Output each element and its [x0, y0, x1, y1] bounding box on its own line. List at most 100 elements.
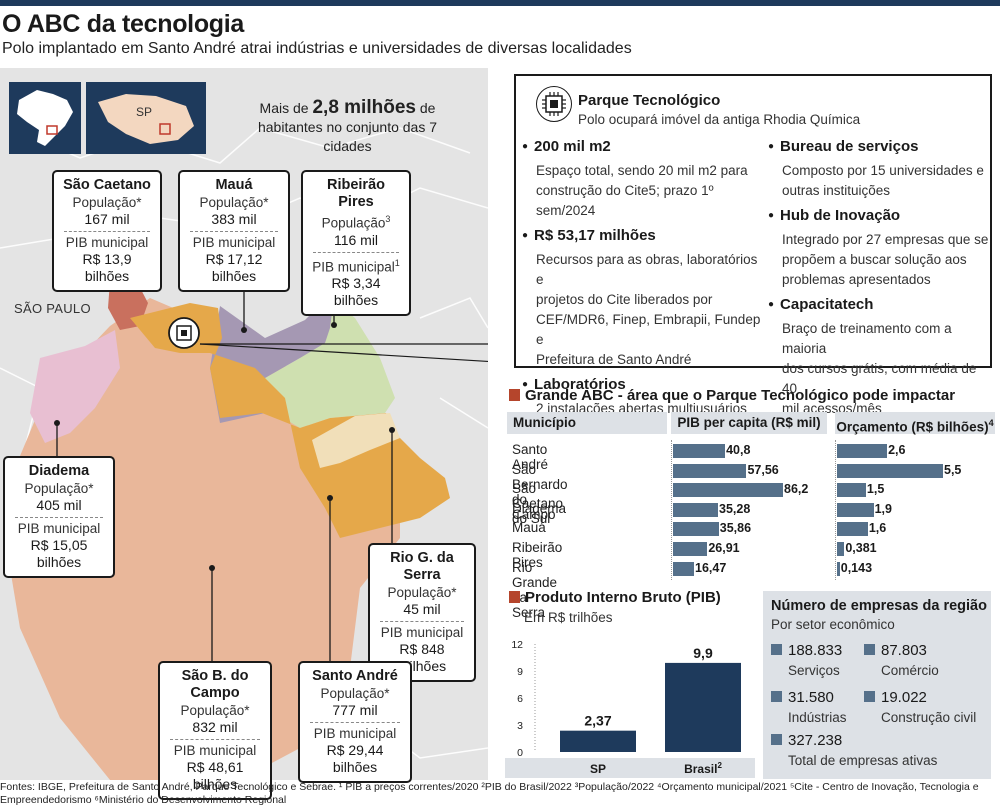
col-header-orcamento-footnote: 4	[988, 418, 994, 428]
pib-axis	[671, 440, 673, 580]
square-icon	[771, 691, 782, 702]
population-note-pre: Mais de	[259, 100, 309, 116]
sao-paulo-label: SÃO PAULO	[14, 301, 91, 316]
row-label: Ribeirão Pires	[512, 540, 563, 570]
orcamento-bar-label: 0,381	[845, 541, 877, 555]
empresas-num: 327.238	[788, 732, 843, 749]
city-box-santo-andre: Santo André População* 777 mil PIB munic…	[298, 661, 412, 783]
item-bureau-line: Composto por 15 universidades e	[782, 163, 984, 178]
orcamento-bar	[837, 502, 874, 517]
pib-bar-label: 9,9	[693, 645, 713, 661]
city-name: Ribeirão Pires	[326, 177, 385, 210]
diadema-region	[30, 330, 120, 443]
item-hub-line: propõem a buscar solução aos	[782, 252, 967, 267]
orcamento-bar	[837, 483, 866, 498]
orcamento-bar-label: 1,6	[868, 521, 887, 536]
pib-chart-title: Produto Interno Bruto (PIB)	[509, 589, 721, 606]
chip-map-icon	[168, 317, 200, 349]
city-box-sao-caetano: São Caetano População* 167 mil PIB munic…	[52, 170, 162, 292]
item-bureau-line: outras instituições	[782, 183, 891, 198]
pib-bar-label: 2,37	[584, 713, 611, 729]
brazil-inset	[9, 82, 81, 154]
pib-bar-label: 35,28	[719, 501, 751, 516]
pib-category-label: Brasil2	[684, 761, 722, 776]
city-box-maua: Mauá População* 383 mil PIB municipal R$…	[178, 170, 290, 292]
chip-icon	[536, 86, 572, 122]
page-title: O ABC da tecnologia	[2, 10, 245, 38]
sp-inset-label: SP	[136, 105, 153, 119]
pib-bar-label: 57,56	[747, 462, 779, 477]
page-subtitle: Polo implantado em Santo André atrai ind…	[2, 40, 632, 57]
pop-label: População*	[387, 585, 457, 600]
item-capacitatech-line: dos cursos grátis, com média de 40	[782, 361, 977, 396]
pib-chart-svg: 12 9 6 3 0 2,37 SP 9,9 Brasil2	[505, 639, 755, 778]
city-name: Santo André	[312, 668, 398, 684]
pib-bar	[673, 522, 719, 537]
empresas-item-comercio: 87.803 Comércio	[864, 642, 939, 678]
item-hub-head: Hub de Inovação	[768, 207, 990, 224]
orcamento-bar	[837, 542, 845, 556]
empresas-item-construcao: 19.022 Construção civil	[864, 689, 976, 725]
orcamento-bar-label: 5,5	[944, 462, 962, 477]
pib-bar	[673, 502, 719, 517]
santo-andre-region	[130, 303, 450, 538]
population-note: Mais de 2,8 milhões de habitantes no con…	[240, 98, 455, 156]
population-note-big: 2,8 milhões	[312, 97, 416, 118]
pib-bar-label: 35,86	[719, 521, 752, 536]
item-recursos-line: CEF/MDR6, Finep, Embrapii, Fundep e	[536, 312, 761, 347]
empresas-label: Comércio	[881, 663, 939, 678]
abc-chart-title-text: Grande ABC - área que o Parque Tecnológi…	[525, 387, 956, 404]
orcamento-bar	[837, 444, 888, 458]
pop-value: 383 mil	[211, 211, 257, 227]
pib-bar	[665, 662, 741, 752]
empresas-num: 87.803	[881, 642, 927, 659]
pib-bar-label: 26,91	[708, 541, 740, 555]
city-box-sao-bernardo: São B. do Campo População* 832 mil PIB m…	[158, 661, 272, 800]
empresas-item-total: 327.238 Total de empresas ativas	[771, 732, 937, 768]
item-recursos-line: projetos do Cite liberados por	[536, 292, 713, 307]
pib-label: PIB municipal	[17, 521, 101, 536]
pop-label: População*	[180, 703, 250, 718]
orcamento-bar-label: 1,5	[866, 482, 885, 497]
pop-footnote: 3	[385, 214, 391, 224]
section-marker	[509, 389, 520, 401]
empresas-label: Serviços	[788, 663, 840, 678]
pib-y-tick: 9	[517, 666, 523, 678]
item-capacitatech-line: Braço de treinamento com a maioria	[782, 321, 952, 356]
empresas-subtitle: Por setor econômico	[771, 617, 895, 632]
parque-title: Parque Tecnológico	[578, 92, 721, 109]
pib-bar	[673, 444, 726, 458]
pib-value: R$ 15,05 bilhões	[30, 537, 88, 570]
pib-footnote: 1	[394, 257, 400, 268]
pib-y-tick: 6	[517, 693, 523, 705]
pop-label: População*	[199, 195, 269, 210]
pib-category-label: SP	[590, 762, 606, 776]
abc-chart-title: Grande ABC - área que o Parque Tecnológi…	[509, 387, 955, 404]
orcamento-bar-label: 0,143	[840, 560, 873, 575]
pib-bar	[673, 483, 783, 498]
pib-y-tick: 0	[517, 747, 523, 759]
orcamento-bar-label: 1,9	[874, 501, 892, 516]
pib-chart-subtitle: Em R$ trilhões	[524, 610, 613, 625]
empresas-label: Total de empresas ativas	[788, 753, 938, 768]
parque-left-column: 200 mil m2 Espaço total, sendo 20 mil m2…	[522, 138, 762, 419]
item-bureau-head: Bureau de serviços	[768, 138, 990, 155]
item-hub-line: problemas apresentados	[782, 272, 931, 287]
pop-label: População*	[24, 481, 94, 496]
population-note-post: de	[419, 100, 436, 116]
empresas-label: Indústrias	[788, 710, 847, 725]
footer-sources: Fontes: IBGE, Prefeitura de Santo André,…	[0, 781, 979, 806]
city-box-diadema: Diadema População* 405 mil PIB municipal…	[3, 456, 115, 578]
orcamento-bar	[837, 561, 840, 576]
col-header-pib: PIB per capita (R$ mil)	[671, 412, 827, 434]
empresas-label: Construção civil	[881, 710, 977, 725]
pib-value: R$ 3,34 bilhões	[331, 275, 381, 308]
orcamento-bar	[837, 463, 943, 478]
pib-bar-label: 40,8	[726, 443, 751, 457]
pib-bar	[560, 730, 636, 752]
pop-value: 405 mil	[36, 497, 82, 513]
pib-bar	[673, 542, 708, 556]
population-note-line2: habitantes no conjunto das 7 cidades	[257, 119, 438, 154]
item-area-line: construção do Cite5; prazo 1º sem/2024	[536, 183, 714, 218]
sp-state-map-icon	[98, 94, 194, 144]
